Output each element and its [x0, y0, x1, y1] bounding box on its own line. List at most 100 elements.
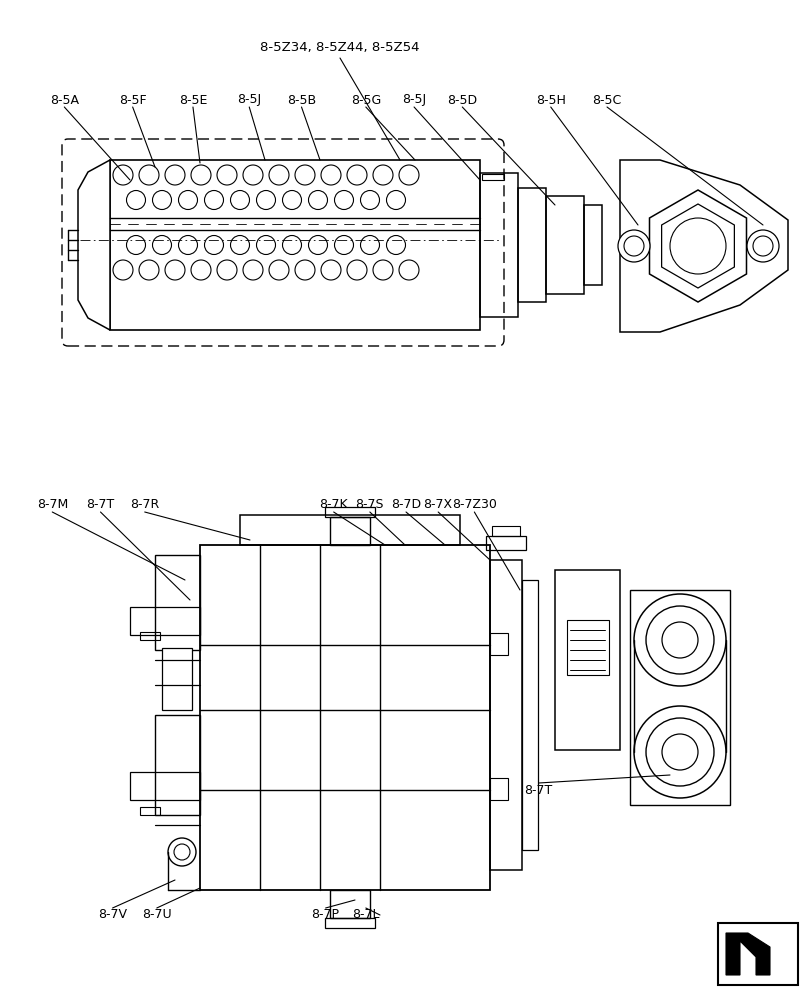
Circle shape — [623, 236, 643, 256]
Circle shape — [139, 260, 159, 280]
Circle shape — [139, 165, 159, 185]
Bar — [130, 772, 200, 800]
Circle shape — [173, 844, 190, 860]
Circle shape — [204, 190, 223, 210]
Text: 8-7V: 8-7V — [98, 908, 127, 922]
Text: 8-5E: 8-5E — [178, 94, 207, 106]
Circle shape — [243, 165, 263, 185]
Circle shape — [347, 165, 366, 185]
Bar — [140, 807, 160, 815]
Circle shape — [168, 838, 196, 866]
Bar — [140, 632, 160, 640]
Bar — [521, 580, 537, 850]
Circle shape — [269, 260, 288, 280]
Circle shape — [645, 718, 713, 786]
Circle shape — [153, 190, 171, 210]
Circle shape — [386, 235, 405, 254]
Circle shape — [256, 235, 275, 254]
Circle shape — [618, 230, 649, 262]
Circle shape — [295, 165, 315, 185]
Bar — [110, 160, 479, 330]
Text: 8-7D: 8-7D — [390, 498, 421, 512]
Circle shape — [669, 218, 725, 274]
Circle shape — [295, 260, 315, 280]
Text: 8-7R: 8-7R — [130, 498, 159, 512]
Bar — [155, 555, 200, 650]
Circle shape — [191, 165, 210, 185]
Circle shape — [398, 260, 418, 280]
Polygon shape — [619, 160, 787, 332]
Text: 8-5D: 8-5D — [446, 94, 477, 106]
Text: 8-7Z30: 8-7Z30 — [451, 498, 496, 512]
Text: 8-5B: 8-5B — [287, 94, 316, 106]
Text: 8-7L: 8-7L — [352, 908, 379, 922]
Bar — [554, 570, 619, 750]
Circle shape — [256, 190, 275, 210]
Circle shape — [308, 235, 327, 254]
Circle shape — [398, 165, 418, 185]
Circle shape — [308, 190, 327, 210]
Circle shape — [165, 165, 185, 185]
Circle shape — [113, 165, 132, 185]
Circle shape — [230, 235, 249, 254]
Circle shape — [320, 260, 340, 280]
Bar — [517, 188, 545, 302]
Circle shape — [113, 260, 132, 280]
Text: 8-7T: 8-7T — [524, 784, 552, 796]
Circle shape — [661, 734, 697, 770]
Bar — [491, 526, 520, 536]
Circle shape — [373, 260, 393, 280]
Text: 8-7U: 8-7U — [142, 908, 171, 922]
Circle shape — [634, 706, 725, 798]
Circle shape — [661, 622, 697, 658]
Bar — [489, 633, 507, 655]
Bar — [479, 173, 517, 317]
Text: 8-5G: 8-5G — [350, 94, 381, 106]
Circle shape — [165, 260, 185, 280]
Circle shape — [153, 235, 171, 254]
Bar — [489, 778, 507, 800]
Bar — [485, 536, 525, 550]
Bar — [583, 205, 601, 285]
Bar — [329, 517, 369, 545]
Bar — [240, 515, 459, 545]
Text: 8-7K: 8-7K — [319, 498, 348, 512]
Bar — [545, 196, 583, 294]
Bar — [161, 648, 192, 710]
Circle shape — [360, 190, 379, 210]
Circle shape — [230, 190, 249, 210]
Text: 8-5A: 8-5A — [50, 94, 79, 106]
Circle shape — [634, 594, 725, 686]
Bar — [130, 607, 200, 635]
Bar — [717, 923, 797, 985]
Text: 8-7M: 8-7M — [37, 498, 67, 512]
Text: 8-5C: 8-5C — [592, 94, 621, 106]
Circle shape — [334, 235, 353, 254]
Circle shape — [386, 190, 405, 210]
Bar — [324, 918, 374, 928]
Polygon shape — [725, 933, 769, 975]
Circle shape — [204, 235, 223, 254]
Circle shape — [320, 165, 340, 185]
Circle shape — [334, 190, 353, 210]
Bar — [200, 545, 489, 890]
Text: 8-5H: 8-5H — [535, 94, 565, 106]
Circle shape — [191, 260, 210, 280]
Circle shape — [282, 190, 301, 210]
Bar — [329, 890, 369, 918]
Bar — [566, 620, 608, 675]
Circle shape — [269, 165, 288, 185]
Text: 8-5F: 8-5F — [119, 94, 146, 106]
Circle shape — [645, 606, 713, 674]
Circle shape — [752, 236, 772, 256]
Text: 8-7S: 8-7S — [355, 498, 384, 512]
Bar — [630, 590, 729, 805]
Circle shape — [126, 190, 145, 210]
Bar — [482, 174, 503, 180]
Circle shape — [746, 230, 778, 262]
Text: 8-5Z34, 8-5Z44, 8-5Z54: 8-5Z34, 8-5Z44, 8-5Z54 — [260, 41, 419, 54]
Text: 8-5J: 8-5J — [237, 94, 261, 106]
Circle shape — [217, 260, 237, 280]
Text: 8-7T: 8-7T — [86, 498, 115, 512]
Bar — [489, 560, 521, 870]
